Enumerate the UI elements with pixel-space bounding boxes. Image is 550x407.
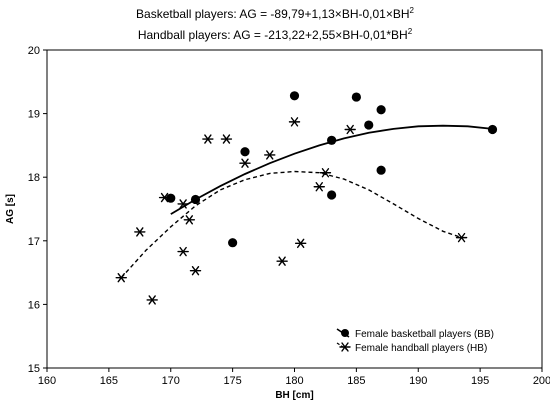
basketball-point — [166, 193, 176, 203]
handball-point — [177, 246, 189, 257]
x-tick-label: 195 — [471, 375, 489, 387]
x-tick-label: 175 — [223, 375, 241, 387]
handball-point — [344, 124, 356, 135]
basketball-point — [351, 92, 361, 102]
handball-point — [183, 215, 196, 225]
x-tick-label: 165 — [100, 375, 118, 387]
basketball-point — [487, 124, 498, 135]
y-tick-label: 20 — [28, 45, 40, 57]
basketball-point — [376, 105, 386, 115]
x-tick-label: 160 — [38, 375, 56, 387]
handball-point — [115, 272, 127, 283]
basketball-point — [240, 147, 250, 157]
basketball-point — [364, 120, 374, 130]
handball-point — [202, 134, 214, 144]
x-tick-label: 190 — [409, 375, 427, 387]
basketball-point — [190, 194, 201, 205]
basketball-point — [289, 91, 300, 101]
handball-point — [177, 199, 189, 209]
chart-title-block: Basketball players: AG = -89,79+1,13×BH-… — [0, 4, 550, 46]
handball-series — [115, 117, 468, 305]
basketball-point — [228, 238, 238, 248]
legend-basketball-marker — [341, 329, 349, 337]
handball-point — [288, 117, 301, 127]
y-tick-label: 15 — [28, 363, 40, 375]
y-tick-label: 19 — [28, 109, 40, 121]
x-tick-label: 185 — [347, 375, 365, 387]
legend-handball-marker — [339, 342, 351, 352]
x-tick-label: 200 — [533, 375, 550, 387]
handball-point — [313, 182, 325, 192]
chart-title-basketball: Basketball players: AG = -89,79+1,13×BH-… — [136, 6, 414, 22]
x-tick-label: 180 — [285, 375, 303, 387]
legend-basketball-label: Female basketball players (BB) — [355, 329, 494, 340]
handball-point — [239, 158, 251, 168]
basketball-point — [327, 135, 337, 145]
basketball-series — [166, 91, 498, 248]
handball-point — [264, 150, 276, 160]
x-axis-label: BH [cm] — [275, 390, 313, 401]
x-tick-label: 170 — [162, 375, 180, 387]
y-tick-label: 18 — [28, 172, 40, 184]
handball-point — [319, 168, 332, 178]
y-tick-label: 16 — [28, 299, 40, 311]
handball-point — [189, 265, 202, 276]
handball-point — [158, 192, 171, 203]
chart-title-handball: Handball players: AG = -213,22+2,55×BH-0… — [137, 27, 413, 43]
y-axis-label: AG [s] — [5, 194, 16, 224]
basketball-point — [327, 190, 337, 200]
legend: Female basketball players (BB) Female han… — [336, 328, 494, 354]
handball-point — [455, 232, 468, 243]
handball-point — [276, 256, 288, 266]
handball-point — [220, 134, 233, 144]
basketball-point — [376, 165, 386, 175]
handball-fit-curve — [120, 170, 462, 279]
legend-handball-label: Female handball players (HB) — [355, 343, 487, 354]
handball-point — [146, 295, 158, 305]
handball-point — [134, 227, 146, 237]
handball-point — [294, 238, 307, 249]
y-tick-label: 17 — [28, 236, 40, 248]
